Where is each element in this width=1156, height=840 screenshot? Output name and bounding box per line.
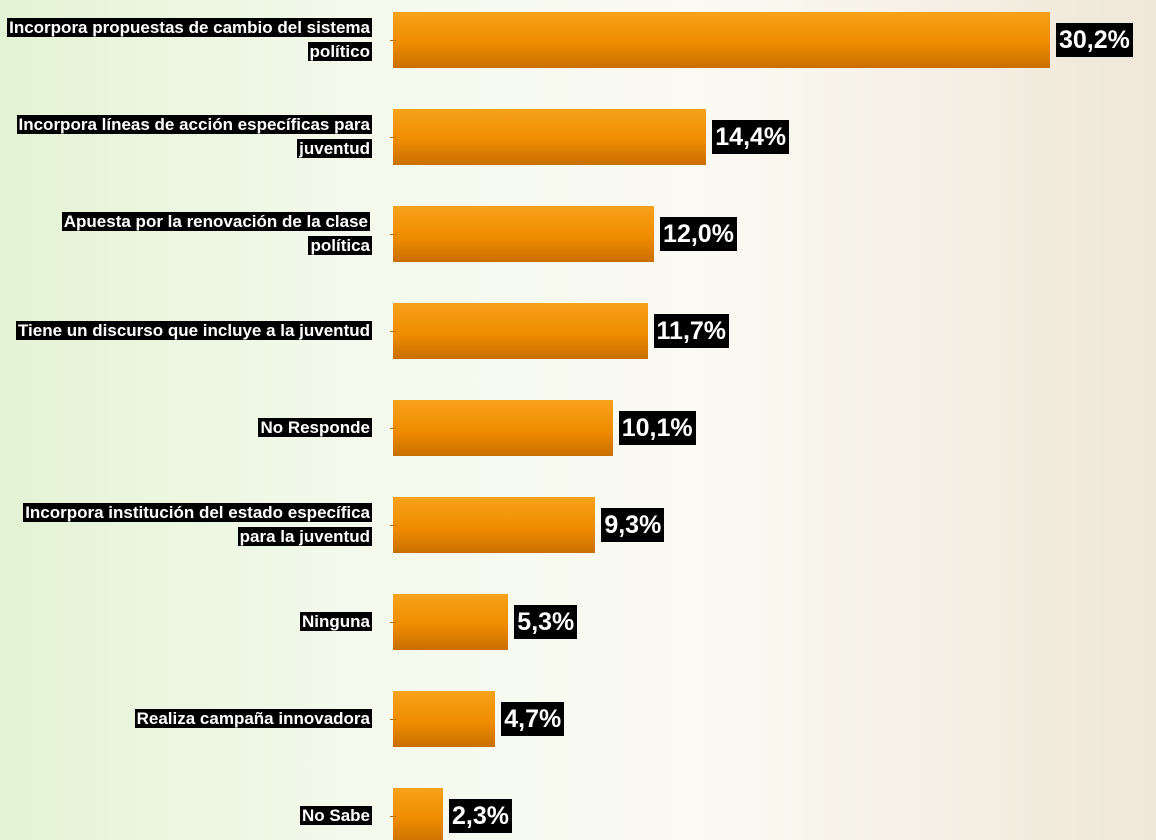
category-label: Incorpora líneas de acción específicas p… — [0, 113, 372, 161]
category-text: Ninguna — [300, 612, 372, 631]
value-label: 12,0% — [660, 217, 737, 251]
category-label: Apuesta por la renovación de la clase po… — [0, 210, 372, 258]
value-label: 10,1% — [618, 411, 696, 445]
value-label: 5,3% — [514, 605, 578, 639]
bar — [393, 303, 648, 359]
value-label: 11,7% — [653, 314, 730, 348]
category-text: Incorpora institución del estado específ… — [23, 503, 372, 546]
tick-mark — [390, 234, 396, 235]
category-text: Realiza campaña innovadora — [134, 709, 372, 728]
category-text: Tiene un discurso que incluye a la juven… — [15, 321, 372, 340]
bar — [393, 594, 509, 650]
tick-mark — [390, 816, 396, 817]
bar — [393, 400, 613, 456]
category-text: Incorpora líneas de acción específicas p… — [16, 115, 372, 158]
bar — [393, 497, 596, 553]
category-label: Tiene un discurso que incluye a la juven… — [0, 319, 372, 343]
value-label: 14,4% — [712, 120, 790, 154]
category-text: No Sabe — [299, 806, 372, 825]
tick-mark — [390, 428, 396, 429]
value-label: 30,2% — [1056, 23, 1133, 57]
value-label: 2,3% — [449, 799, 513, 833]
bar — [393, 12, 1050, 68]
tick-mark — [390, 40, 396, 41]
category-label: Ninguna — [0, 610, 372, 634]
category-label: Realiza campaña innovadora — [0, 707, 372, 731]
category-label: No Sabe — [0, 804, 372, 828]
tick-mark — [390, 331, 396, 332]
category-text: Apuesta por la renovación de la clase po… — [61, 212, 372, 255]
category-label: No Responde — [0, 416, 372, 440]
tick-mark — [390, 719, 396, 720]
tick-mark — [390, 137, 396, 138]
category-label: Incorpora propuestas de cambio del siste… — [0, 16, 372, 64]
value-label: 9,3% — [601, 508, 665, 542]
bar — [393, 109, 707, 165]
category-text: No Responde — [258, 418, 372, 437]
bar — [393, 788, 444, 840]
tick-mark — [390, 525, 396, 526]
category-text: Incorpora propuestas de cambio del siste… — [7, 18, 372, 61]
tick-mark — [390, 622, 396, 623]
bar — [393, 691, 496, 747]
category-label: Incorpora institución del estado específ… — [0, 501, 372, 549]
value-label: 4,7% — [501, 702, 565, 736]
bar — [393, 206, 655, 262]
